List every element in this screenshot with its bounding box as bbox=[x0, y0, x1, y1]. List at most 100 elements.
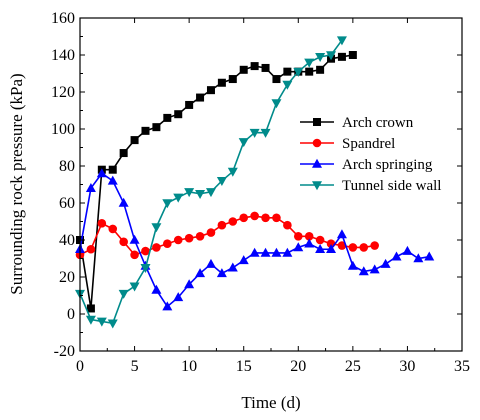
x-tick-label: 25 bbox=[345, 358, 361, 375]
data-point bbox=[272, 75, 281, 84]
y-tick-label: 140 bbox=[51, 47, 75, 64]
data-point bbox=[315, 235, 325, 245]
data-point bbox=[151, 284, 162, 294]
data-point bbox=[293, 67, 304, 77]
data-point bbox=[260, 247, 271, 257]
data-point bbox=[336, 229, 347, 239]
data-point bbox=[107, 319, 118, 329]
data-point bbox=[370, 241, 379, 250]
data-point bbox=[227, 167, 238, 177]
data-point bbox=[86, 304, 95, 313]
data-point bbox=[196, 93, 205, 102]
data-point bbox=[283, 67, 292, 76]
data-point bbox=[129, 282, 140, 292]
data-point bbox=[261, 63, 270, 72]
data-point bbox=[216, 268, 227, 278]
data-point bbox=[337, 52, 346, 61]
data-point bbox=[152, 243, 161, 252]
legend-marker bbox=[312, 158, 322, 168]
data-point bbox=[238, 255, 249, 265]
data-point bbox=[96, 168, 107, 178]
legend-label: Arch crown bbox=[342, 115, 414, 131]
legend-item: Spandrel bbox=[300, 136, 395, 152]
data-point bbox=[205, 258, 216, 268]
x-tick-label: 5 bbox=[131, 358, 139, 375]
data-point bbox=[315, 53, 326, 63]
data-point bbox=[304, 58, 315, 68]
y-tick-label: 60 bbox=[59, 195, 75, 212]
data-point bbox=[336, 36, 347, 46]
legend: Arch crown Spandrel Arch springing Tunnel s… bbox=[300, 115, 441, 194]
data-point bbox=[250, 211, 259, 221]
y-tick-label: 100 bbox=[51, 121, 75, 138]
x-tick-label: 20 bbox=[290, 358, 306, 375]
data-point bbox=[174, 110, 183, 119]
data-point bbox=[107, 175, 118, 185]
data-point bbox=[217, 78, 226, 87]
data-point bbox=[217, 220, 227, 230]
y-tick-label: 20 bbox=[59, 269, 75, 286]
data-point bbox=[239, 213, 249, 223]
data-point bbox=[163, 239, 172, 248]
data-point bbox=[250, 62, 259, 71]
data-point bbox=[108, 224, 118, 234]
data-point bbox=[129, 234, 140, 244]
x-tick-label: 35 bbox=[454, 358, 470, 375]
data-point bbox=[271, 99, 282, 109]
data-point bbox=[173, 193, 184, 203]
data-point bbox=[369, 264, 380, 274]
x-axis-title: Time (d) bbox=[241, 393, 300, 412]
y-tick-label: 80 bbox=[59, 158, 75, 175]
series-line bbox=[79, 39, 343, 325]
data-point bbox=[162, 301, 173, 311]
data-point bbox=[239, 65, 248, 74]
data-point bbox=[195, 268, 206, 278]
legend-marker bbox=[312, 138, 322, 148]
data-point bbox=[206, 228, 216, 237]
data-point bbox=[140, 263, 151, 273]
series-3 bbox=[75, 36, 347, 329]
data-point bbox=[86, 244, 96, 254]
y-tick-label: 40 bbox=[59, 232, 75, 249]
data-point bbox=[96, 317, 107, 327]
data-point bbox=[348, 51, 357, 59]
x-tick-label: 10 bbox=[181, 358, 197, 375]
data-point bbox=[271, 247, 282, 257]
ticks-group bbox=[79, 17, 463, 352]
data-point bbox=[185, 100, 194, 109]
legend-marker bbox=[313, 118, 321, 126]
x-tick-label: 15 bbox=[236, 358, 252, 375]
data-point bbox=[293, 242, 304, 252]
data-point bbox=[348, 243, 358, 252]
y-tick-label: 120 bbox=[51, 84, 75, 101]
data-point bbox=[326, 244, 337, 254]
x-tick-label: 30 bbox=[399, 358, 415, 375]
data-point bbox=[205, 188, 216, 198]
data-point bbox=[162, 199, 173, 209]
data-point bbox=[282, 247, 293, 257]
data-point bbox=[283, 220, 292, 230]
data-point bbox=[260, 128, 271, 138]
data-point bbox=[108, 165, 117, 174]
data-point bbox=[119, 149, 128, 158]
data-point bbox=[85, 315, 96, 325]
data-point bbox=[184, 188, 195, 198]
data-point bbox=[118, 289, 129, 299]
data-point bbox=[130, 136, 139, 145]
data-point bbox=[326, 51, 337, 61]
data-point bbox=[195, 189, 206, 199]
data-point bbox=[304, 232, 314, 241]
legend-label: Spandrel bbox=[342, 136, 395, 152]
data-point bbox=[272, 213, 281, 223]
data-point bbox=[152, 123, 161, 132]
legend-item: Arch crown bbox=[300, 115, 414, 131]
data-point bbox=[337, 241, 347, 250]
legend-label: Arch springing bbox=[342, 157, 433, 173]
legend-item: Tunnel side wall bbox=[300, 178, 441, 194]
data-point bbox=[227, 262, 238, 272]
data-point bbox=[359, 243, 369, 252]
legend-item: Arch springing bbox=[300, 157, 433, 173]
data-point bbox=[249, 247, 260, 257]
